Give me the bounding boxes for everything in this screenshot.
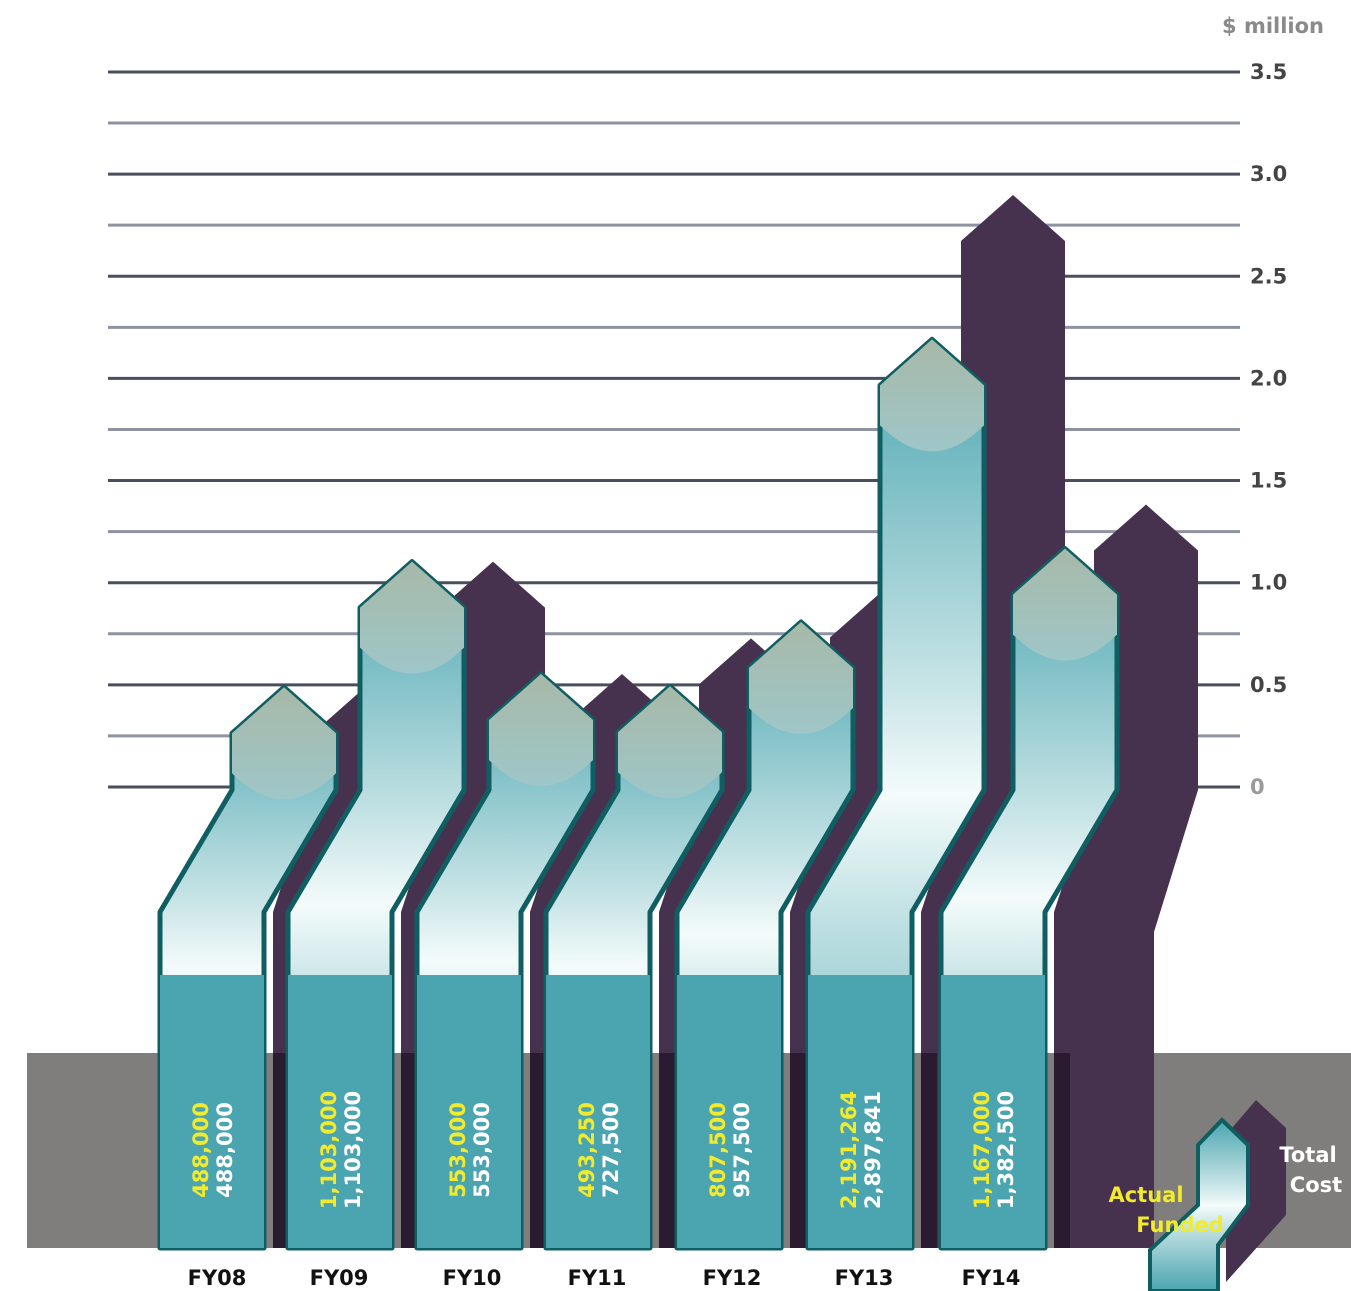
bar-actual-cap — [232, 687, 336, 800]
x-tick-label: FY09 — [310, 1266, 369, 1290]
x-tick-label: FY10 — [443, 1266, 502, 1290]
bar-actual-foot — [677, 975, 781, 1248]
y-tick-label: 0 — [1250, 775, 1265, 799]
bars: 488,000 488,000 FY08 1,103,000 1,103,000 FY09… — [157, 194, 1198, 1290]
y-tick-label: 2.0 — [1250, 366, 1287, 390]
bar-total-shadow — [401, 1053, 417, 1248]
y-tick-label: 3.0 — [1250, 162, 1287, 186]
bar-actual-cap — [880, 339, 984, 452]
value-label-total: 488,000 — [213, 1102, 237, 1198]
legend-actual-swatch — [1148, 1117, 1250, 1291]
bar-actual-foot — [941, 975, 1045, 1248]
value-label-total: 727,500 — [599, 1102, 623, 1198]
value-label-actual: 1,103,000 — [317, 1091, 341, 1209]
value-label-actual: 488,000 — [189, 1102, 213, 1198]
x-tick-label: FY12 — [703, 1266, 762, 1290]
legend-total-label: Total Cost — [1279, 1143, 1342, 1197]
x-tick-label: FY11 — [568, 1266, 627, 1290]
bar-total-shadow — [790, 1053, 806, 1248]
bar-total-shadow — [659, 1053, 675, 1248]
y-tick-label: 3.5 — [1250, 60, 1287, 84]
bar-total-FY14 — [1054, 504, 1198, 1248]
bar-total-shadow — [530, 1053, 546, 1248]
bar-actual-foot — [288, 975, 392, 1248]
value-label-actual: 807,500 — [706, 1102, 730, 1198]
value-label-actual: 493,250 — [575, 1102, 599, 1198]
bar-actual-cap — [749, 622, 853, 735]
value-label-total: 553,000 — [470, 1102, 494, 1198]
x-tick-label: FY08 — [188, 1266, 247, 1290]
bar-total-shadow — [921, 1053, 937, 1248]
bar-actual-cap — [618, 686, 722, 799]
bar-total-shadow — [1054, 1053, 1070, 1248]
bar-actual-cap — [1013, 548, 1117, 661]
legend-actual-label: Actual Funded — [1108, 1183, 1223, 1237]
y-tick-label: 1.5 — [1250, 469, 1287, 493]
value-label-actual: 1,167,000 — [970, 1091, 994, 1209]
value-label-total: 957,500 — [730, 1102, 754, 1198]
bar-actual-foot — [546, 975, 650, 1248]
bar-actual-cap — [360, 561, 464, 674]
bar-actual-foot — [417, 975, 521, 1248]
bar-actual-foot — [160, 975, 264, 1248]
y-axis-unit-label: $ million — [1222, 14, 1324, 38]
legend: Actual Funded Total Cost — [1108, 1100, 1342, 1291]
y-axis-ticks: 0 0.5 1.0 1.5 2.0 2.5 3.0 3.5 — [1250, 60, 1287, 799]
value-label-total: 2,897,841 — [861, 1091, 885, 1209]
value-label-actual: 553,000 — [446, 1102, 470, 1198]
x-tick-label: FY14 — [962, 1266, 1021, 1290]
y-tick-label: 2.5 — [1250, 264, 1287, 288]
value-label-total: 1,103,000 — [341, 1091, 365, 1209]
y-tick-label: 0.5 — [1250, 673, 1287, 697]
y-tick-label: 1.0 — [1250, 571, 1287, 595]
value-label-actual: 2,191,264 — [837, 1091, 861, 1209]
bar-actual-foot — [808, 975, 912, 1248]
bar-actual-cap — [489, 674, 593, 787]
value-label-total: 1,382,500 — [994, 1091, 1018, 1209]
x-tick-label: FY13 — [835, 1266, 894, 1290]
bar-total-shadow — [273, 1053, 289, 1248]
